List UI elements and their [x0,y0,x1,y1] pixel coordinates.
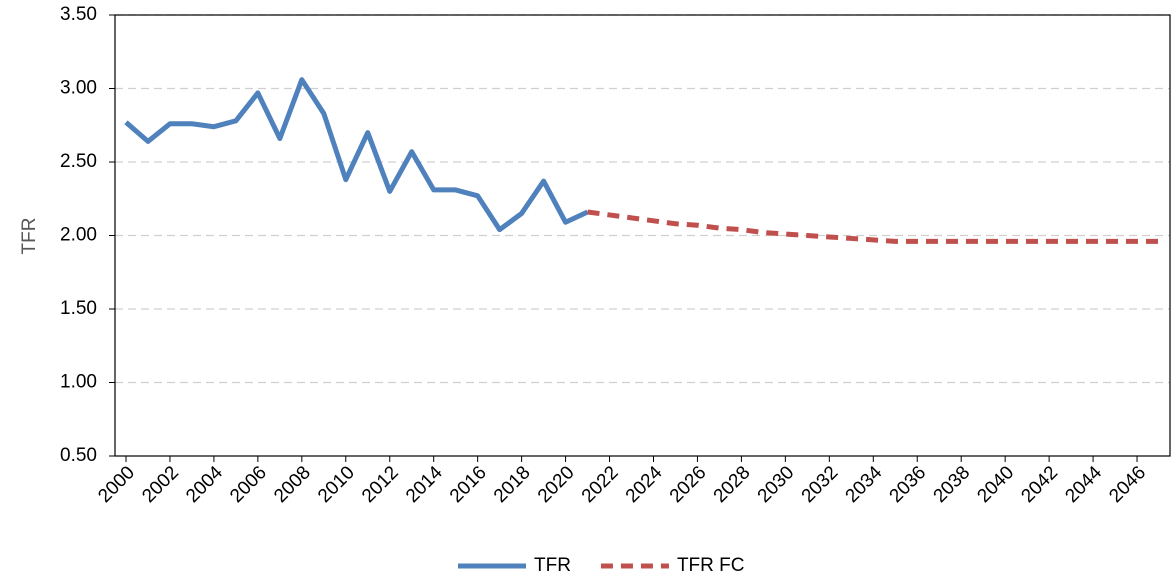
x-tick-label: 2020 [534,462,579,507]
legend-label: TFR FC [677,555,745,576]
x-tick-label: 2004 [182,462,227,507]
y-tick-label: 2.00 [60,225,97,246]
x-tick-label: 2032 [798,462,843,507]
x-tick-label: 2044 [1061,462,1106,507]
series-line [587,209,1160,244]
x-tick-label: 2000 [94,462,139,507]
y-tick-label: 1.00 [60,372,97,393]
y-tick-label: 3.00 [60,78,97,99]
y-tick-label: 2.50 [60,151,97,172]
x-tick-label: 2006 [226,462,271,507]
x-tick-label: 2028 [710,462,755,507]
y-tick-label: 1.50 [60,298,97,319]
x-tick-label: 2034 [842,462,887,507]
x-tick-label: 2036 [886,462,931,507]
x-tick-label: 2046 [1105,462,1150,507]
series-line [124,77,589,233]
x-tick-label: 2042 [1017,462,1062,507]
x-tick-label: 2016 [446,462,491,507]
x-tick-label: 2002 [138,462,183,507]
x-tick-label: 2012 [358,462,403,507]
x-tick-label: 2018 [490,462,535,507]
x-tick-label: 2030 [754,462,799,507]
y-tick-label: 3.50 [60,4,97,25]
plot-frame [114,14,1171,457]
x-tick-label: 2008 [270,462,315,507]
y-axis-label: TFR [19,218,40,255]
x-tick-label: 2038 [930,462,975,507]
legend-label: TFR [534,555,571,576]
x-tick-label: 2040 [973,462,1018,507]
x-tick-label: 2010 [314,462,359,507]
y-tick-label: 0.50 [60,445,97,466]
x-tick-label: 2024 [622,462,667,507]
x-tick-label: 2022 [578,462,623,507]
x-tick-label: 2014 [402,462,447,507]
x-tick-label: 2026 [666,462,711,507]
